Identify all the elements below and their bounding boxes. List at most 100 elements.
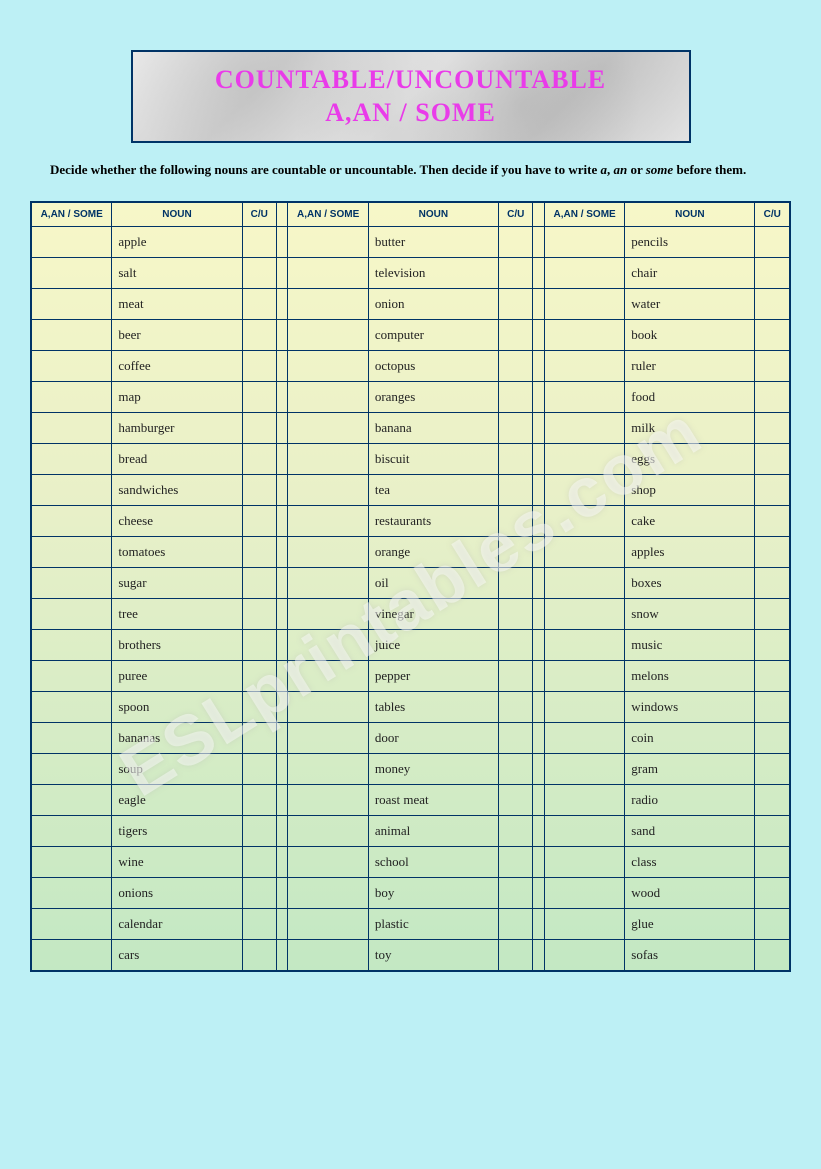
cu-blank[interactable] xyxy=(755,350,790,381)
aan-blank[interactable] xyxy=(544,877,624,908)
cu-blank[interactable] xyxy=(242,567,276,598)
cu-blank[interactable] xyxy=(242,598,276,629)
aan-blank[interactable] xyxy=(288,226,368,257)
aan-blank[interactable] xyxy=(544,908,624,939)
aan-blank[interactable] xyxy=(544,691,624,722)
aan-blank[interactable] xyxy=(288,443,368,474)
cu-blank[interactable] xyxy=(755,908,790,939)
cu-blank[interactable] xyxy=(498,939,532,970)
cu-blank[interactable] xyxy=(755,443,790,474)
aan-blank[interactable] xyxy=(544,784,624,815)
aan-blank[interactable] xyxy=(288,319,368,350)
cu-blank[interactable] xyxy=(242,536,276,567)
aan-blank[interactable] xyxy=(32,319,112,350)
cu-blank[interactable] xyxy=(242,660,276,691)
aan-blank[interactable] xyxy=(544,939,624,970)
aan-blank[interactable] xyxy=(288,815,368,846)
aan-blank[interactable] xyxy=(288,846,368,877)
cu-blank[interactable] xyxy=(498,381,532,412)
aan-blank[interactable] xyxy=(32,381,112,412)
cu-blank[interactable] xyxy=(242,288,276,319)
cu-blank[interactable] xyxy=(498,257,532,288)
cu-blank[interactable] xyxy=(498,846,532,877)
aan-blank[interactable] xyxy=(544,381,624,412)
cu-blank[interactable] xyxy=(498,598,532,629)
aan-blank[interactable] xyxy=(544,536,624,567)
aan-blank[interactable] xyxy=(544,474,624,505)
cu-blank[interactable] xyxy=(498,474,532,505)
aan-blank[interactable] xyxy=(544,660,624,691)
aan-blank[interactable] xyxy=(32,939,112,970)
cu-blank[interactable] xyxy=(242,939,276,970)
aan-blank[interactable] xyxy=(32,412,112,443)
cu-blank[interactable] xyxy=(498,629,532,660)
aan-blank[interactable] xyxy=(32,660,112,691)
cu-blank[interactable] xyxy=(498,691,532,722)
cu-blank[interactable] xyxy=(242,350,276,381)
cu-blank[interactable] xyxy=(755,691,790,722)
cu-blank[interactable] xyxy=(498,412,532,443)
cu-blank[interactable] xyxy=(242,846,276,877)
cu-blank[interactable] xyxy=(242,784,276,815)
cu-blank[interactable] xyxy=(498,319,532,350)
cu-blank[interactable] xyxy=(755,412,790,443)
aan-blank[interactable] xyxy=(32,846,112,877)
aan-blank[interactable] xyxy=(544,846,624,877)
cu-blank[interactable] xyxy=(242,908,276,939)
cu-blank[interactable] xyxy=(242,412,276,443)
cu-blank[interactable] xyxy=(755,381,790,412)
cu-blank[interactable] xyxy=(242,474,276,505)
cu-blank[interactable] xyxy=(242,722,276,753)
aan-blank[interactable] xyxy=(32,536,112,567)
cu-blank[interactable] xyxy=(498,660,532,691)
aan-blank[interactable] xyxy=(544,629,624,660)
cu-blank[interactable] xyxy=(755,753,790,784)
aan-blank[interactable] xyxy=(288,784,368,815)
aan-blank[interactable] xyxy=(288,629,368,660)
cu-blank[interactable] xyxy=(242,815,276,846)
cu-blank[interactable] xyxy=(242,257,276,288)
aan-blank[interactable] xyxy=(544,505,624,536)
aan-blank[interactable] xyxy=(32,629,112,660)
aan-blank[interactable] xyxy=(288,939,368,970)
cu-blank[interactable] xyxy=(755,629,790,660)
cu-blank[interactable] xyxy=(242,691,276,722)
cu-blank[interactable] xyxy=(498,908,532,939)
aan-blank[interactable] xyxy=(32,505,112,536)
aan-blank[interactable] xyxy=(288,691,368,722)
aan-blank[interactable] xyxy=(288,536,368,567)
aan-blank[interactable] xyxy=(544,412,624,443)
cu-blank[interactable] xyxy=(242,381,276,412)
aan-blank[interactable] xyxy=(32,598,112,629)
aan-blank[interactable] xyxy=(32,226,112,257)
cu-blank[interactable] xyxy=(755,784,790,815)
aan-blank[interactable] xyxy=(544,226,624,257)
cu-blank[interactable] xyxy=(755,505,790,536)
aan-blank[interactable] xyxy=(544,257,624,288)
aan-blank[interactable] xyxy=(288,660,368,691)
cu-blank[interactable] xyxy=(242,319,276,350)
cu-blank[interactable] xyxy=(242,505,276,536)
aan-blank[interactable] xyxy=(288,257,368,288)
aan-blank[interactable] xyxy=(32,257,112,288)
cu-blank[interactable] xyxy=(498,567,532,598)
cu-blank[interactable] xyxy=(498,505,532,536)
aan-blank[interactable] xyxy=(288,412,368,443)
cu-blank[interactable] xyxy=(755,722,790,753)
aan-blank[interactable] xyxy=(288,598,368,629)
cu-blank[interactable] xyxy=(755,660,790,691)
aan-blank[interactable] xyxy=(32,784,112,815)
cu-blank[interactable] xyxy=(242,443,276,474)
aan-blank[interactable] xyxy=(32,691,112,722)
aan-blank[interactable] xyxy=(32,350,112,381)
aan-blank[interactable] xyxy=(544,753,624,784)
cu-blank[interactable] xyxy=(755,257,790,288)
cu-blank[interactable] xyxy=(498,722,532,753)
aan-blank[interactable] xyxy=(288,288,368,319)
aan-blank[interactable] xyxy=(544,350,624,381)
aan-blank[interactable] xyxy=(288,722,368,753)
aan-blank[interactable] xyxy=(32,877,112,908)
aan-blank[interactable] xyxy=(288,908,368,939)
cu-blank[interactable] xyxy=(755,939,790,970)
cu-blank[interactable] xyxy=(755,815,790,846)
